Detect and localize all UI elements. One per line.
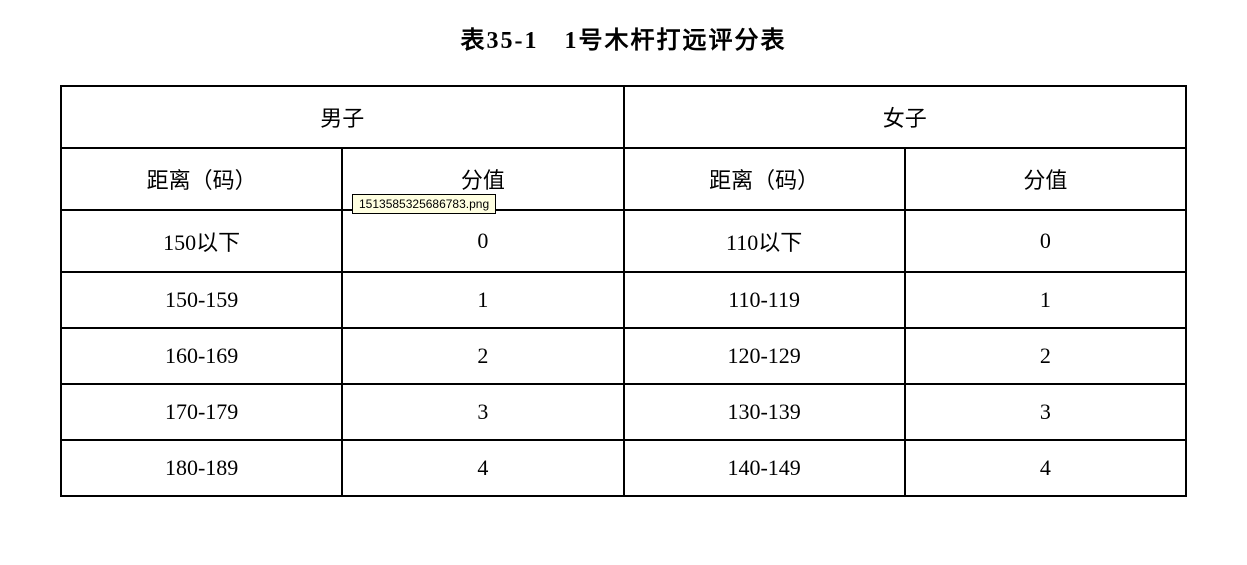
scoring-table: 男子 女子 距离（码） 分值 距离（码） 分值 150以下 0 110以下 0 …	[60, 85, 1187, 497]
cell-female-score: 2	[905, 328, 1186, 384]
cell-female-distance: 130-139	[624, 384, 905, 440]
group-header-male: 男子	[61, 86, 624, 148]
cell-male-distance: 150以下	[61, 210, 342, 272]
cell-male-score: 4	[342, 440, 623, 496]
table-row: 170-179 3 130-139 3	[61, 384, 1186, 440]
cell-female-distance: 120-129	[624, 328, 905, 384]
cell-male-distance: 150-159	[61, 272, 342, 328]
cell-female-distance: 140-149	[624, 440, 905, 496]
col-header-male-distance: 距离（码）	[61, 148, 342, 210]
cell-male-score: 0	[342, 210, 623, 272]
cell-female-distance: 110以下	[624, 210, 905, 272]
group-header-female: 女子	[624, 86, 1187, 148]
group-header-row: 男子 女子	[61, 86, 1186, 148]
cell-male-score: 1	[342, 272, 623, 328]
cell-male-distance: 160-169	[61, 328, 342, 384]
cell-female-score: 0	[905, 210, 1186, 272]
table-title: 表35-1 1号木杆打远评分表	[20, 20, 1227, 55]
cell-male-distance: 170-179	[61, 384, 342, 440]
col-header-female-distance: 距离（码）	[624, 148, 905, 210]
cell-female-distance: 110-119	[624, 272, 905, 328]
table-row: 150-159 1 110-119 1	[61, 272, 1186, 328]
cell-female-score: 4	[905, 440, 1186, 496]
table-row: 180-189 4 140-149 4	[61, 440, 1186, 496]
cell-female-score: 3	[905, 384, 1186, 440]
image-tooltip: 1513585325686783.png	[352, 194, 496, 214]
col-header-female-score: 分值	[905, 148, 1186, 210]
column-header-row: 距离（码） 分值 距离（码） 分值	[61, 148, 1186, 210]
cell-male-score: 2	[342, 328, 623, 384]
table-row: 160-169 2 120-129 2	[61, 328, 1186, 384]
cell-male-score: 3	[342, 384, 623, 440]
cell-female-score: 1	[905, 272, 1186, 328]
cell-male-distance: 180-189	[61, 440, 342, 496]
table-container: 男子 女子 距离（码） 分值 距离（码） 分值 150以下 0 110以下 0 …	[20, 85, 1227, 497]
table-row: 150以下 0 110以下 0	[61, 210, 1186, 272]
